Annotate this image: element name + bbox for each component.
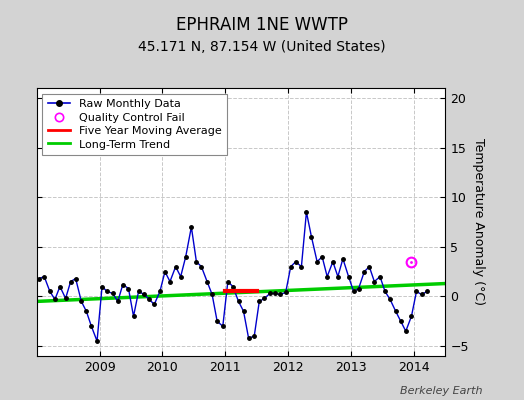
- Text: Berkeley Earth: Berkeley Earth: [400, 386, 482, 396]
- Text: 45.171 N, 87.154 W (United States): 45.171 N, 87.154 W (United States): [138, 40, 386, 54]
- Legend: Raw Monthly Data, Quality Control Fail, Five Year Moving Average, Long-Term Tren: Raw Monthly Data, Quality Control Fail, …: [42, 94, 227, 155]
- Y-axis label: Temperature Anomaly (°C): Temperature Anomaly (°C): [473, 138, 485, 306]
- Text: EPHRAIM 1NE WWTP: EPHRAIM 1NE WWTP: [176, 16, 348, 34]
